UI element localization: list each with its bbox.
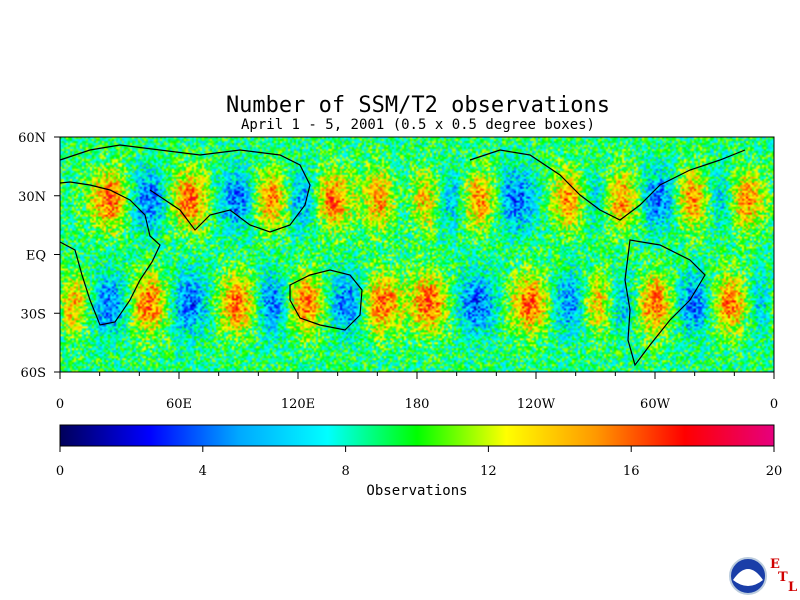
y-tick-label: EQ <box>26 249 46 264</box>
south-america-coastline <box>624 239 706 367</box>
colorbar-tick-label: 8 <box>341 464 349 479</box>
colorbar-tick-label: 16 <box>623 464 640 479</box>
x-tick-label: 0 <box>56 397 64 412</box>
y-tick-label: 60N <box>18 131 46 146</box>
x-tick-label: 120W <box>517 397 556 412</box>
y-tick-label: 60S <box>21 366 46 381</box>
colorbar-tick-label: 20 <box>766 464 783 479</box>
coastlines <box>59 144 746 367</box>
colorbar-tick-label: 12 <box>480 464 497 479</box>
x-tick-label: 0 <box>770 397 778 412</box>
map-plot-area <box>59 136 775 373</box>
colorbar-label: Observations <box>366 483 467 499</box>
x-tick-label: 180 <box>405 397 430 412</box>
x-tick-label: 60W <box>640 397 671 412</box>
y-axis: 60N 30N EQ 30S 60S <box>18 131 60 381</box>
y-tick-label: 30S <box>21 307 46 322</box>
x-tick-label: 60E <box>166 397 192 412</box>
colorbar-ticks: 0 4 8 12 16 20 <box>56 446 782 479</box>
logo-letter-e: E <box>770 557 780 572</box>
logo-letter-l: L <box>788 580 797 595</box>
australia-coastline <box>289 269 363 331</box>
africa-coastline <box>59 181 161 326</box>
colorbar-tick-label: 4 <box>199 464 207 479</box>
colorbar-tick-label: 0 <box>56 464 64 479</box>
logo-letter-t: T <box>778 570 788 585</box>
chart-subtitle: April 1 - 5, 2001 (0.5 x 0.5 degree boxe… <box>241 117 595 133</box>
noaa-logo: E T L <box>729 557 797 595</box>
noaa-bird-icon <box>733 569 763 586</box>
chart-title: Number of SSM/T2 observations <box>226 93 610 118</box>
heatmap-raster <box>60 137 774 372</box>
x-axis: 0 60E 120E 180 120W 60W 0 <box>56 372 778 412</box>
europe-asia-coastline <box>59 144 311 233</box>
y-tick-label: 30N <box>18 190 46 205</box>
north-america-coastline <box>469 149 746 221</box>
colorbar-gradient <box>59 424 775 447</box>
colorbar: 0 4 8 12 16 20 Observations <box>56 424 782 499</box>
x-tick-label: 120E <box>281 397 315 412</box>
